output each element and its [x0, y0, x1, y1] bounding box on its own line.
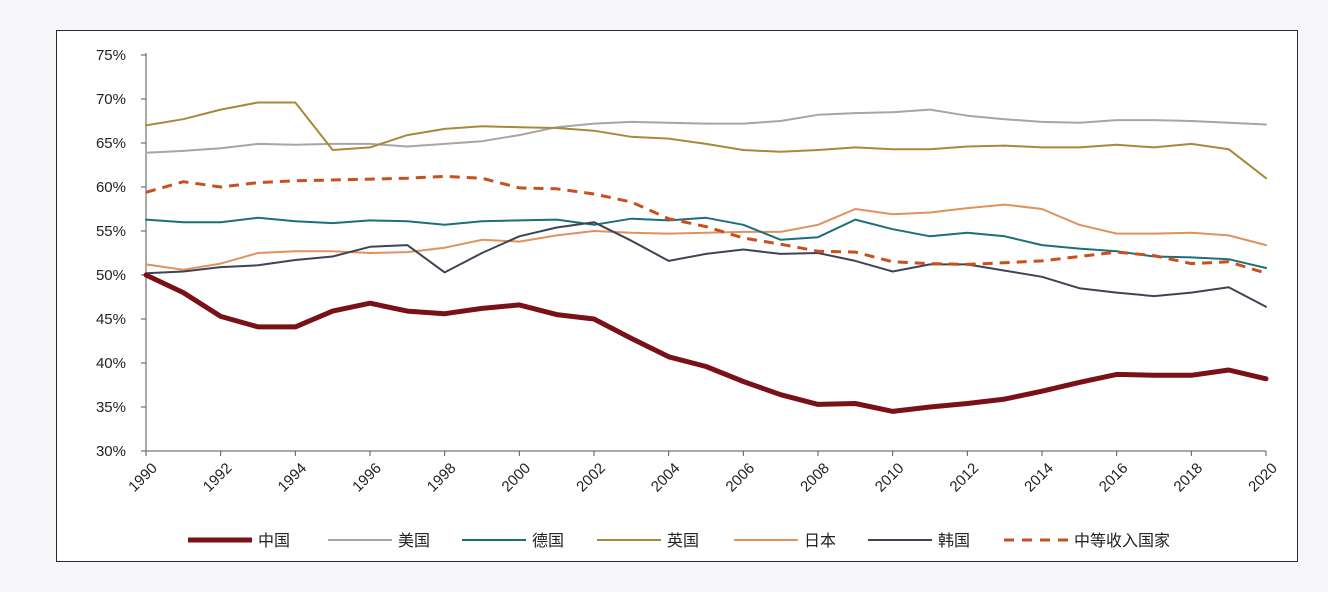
y-tick-label: 65%: [96, 135, 126, 152]
y-tick-label: 45%: [96, 311, 126, 328]
series-line-2: [145, 216, 1267, 269]
y-tick-label: 55%: [96, 223, 126, 240]
series-layer: [143, 101, 1269, 414]
x-tick-label: 2008: [797, 460, 833, 496]
series-line-6: [145, 174, 1267, 275]
legend-label-2: 德国: [532, 532, 564, 550]
x-tick-label: 1996: [349, 460, 385, 496]
series-line-0: [143, 272, 1269, 414]
x-tick-label: 2006: [723, 460, 759, 496]
y-tick-label: 35%: [96, 399, 126, 416]
y-tick-label: 50%: [96, 267, 126, 284]
x-tick-label: 2004: [648, 460, 684, 496]
y-tick-label: 70%: [96, 91, 126, 108]
series-line-5: [145, 221, 1267, 308]
y-tick-label: 60%: [96, 179, 126, 196]
legend-label-0: 中国: [258, 532, 290, 550]
y-tick-label: 75%: [96, 47, 126, 64]
legend-label-3: 英国: [667, 532, 699, 550]
x-tick-label: 2012: [947, 460, 983, 496]
x-tick-label: 2002: [573, 460, 609, 496]
chart-frame: [56, 30, 1298, 562]
series-line-3: [145, 101, 1267, 180]
series-line-4: [145, 203, 1267, 271]
legend-label-4: 日本: [804, 532, 836, 550]
x-tick-label: 2018: [1171, 460, 1207, 496]
x-tick-label: 1990: [125, 460, 161, 496]
x-tick-label: 2020: [1245, 460, 1281, 496]
x-tick-label: 2014: [1021, 460, 1057, 496]
y-tick-label: 30%: [96, 443, 126, 460]
series-line-1: [145, 108, 1267, 154]
legend: 中国 美国 德国 英国 日本 韩国 中等收入国家: [188, 532, 1170, 550]
x-tick-label: 1998: [424, 460, 460, 496]
x-tick-label: 2010: [872, 460, 908, 496]
legend-label-5: 韩国: [938, 532, 970, 550]
chart-axes: 30% 35% 40% 45% 50% 55% 60% 65% 70% 75% 1990 1992 19…: [96, 47, 1281, 495]
x-tick-label: 1994: [275, 460, 311, 496]
x-tick-label: 1992: [200, 460, 236, 496]
x-tick-label: 2000: [499, 460, 535, 496]
x-tick-label: 2016: [1096, 460, 1132, 496]
legend-label-1: 美国: [398, 532, 430, 550]
legend-label-6: 中等收入国家: [1074, 532, 1170, 550]
y-tick-label: 40%: [96, 355, 126, 372]
